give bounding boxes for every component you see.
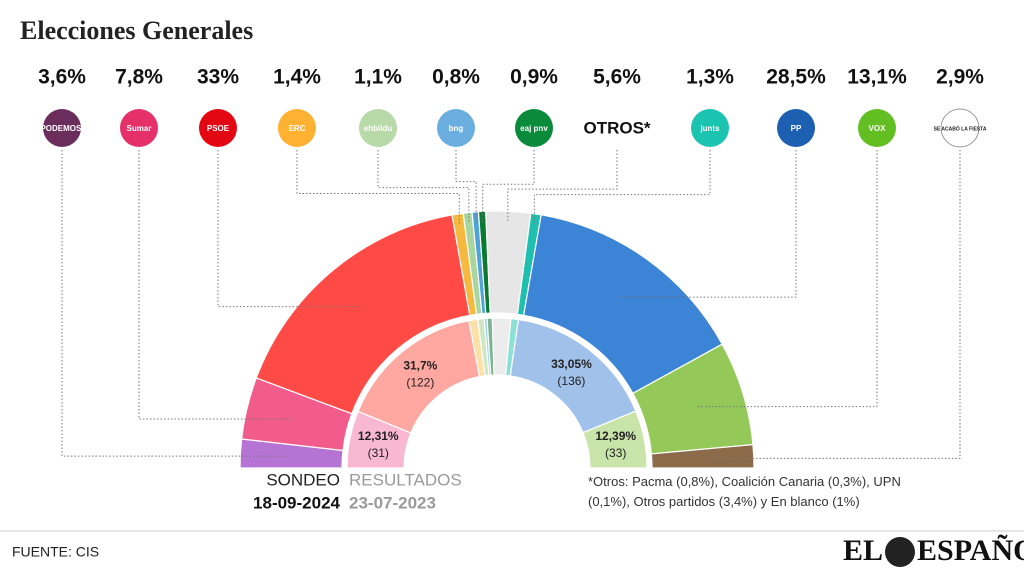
value-label: 33,05%: [551, 357, 592, 371]
party-name: VOX: [869, 124, 887, 133]
party-logo: [940, 108, 980, 148]
value-label: 1,4%: [273, 66, 321, 89]
party-name: ehbildu: [364, 124, 393, 133]
value-label: 7,8%: [115, 66, 163, 89]
footnote: *Otros: Pacma (0,8%), Coalición Canaria …: [588, 474, 901, 509]
party-logo: [437, 109, 475, 147]
party-name: OTROS*: [583, 118, 650, 137]
party-name: junts: [699, 124, 720, 133]
legend-label: RESULTADOS: [349, 470, 462, 489]
legend-label: SONDEO: [266, 470, 340, 489]
party-logo: [43, 109, 81, 147]
leader-line: [138, 150, 293, 420]
party-name: PSOE: [207, 124, 230, 133]
value-label: 31,7%: [403, 359, 437, 373]
party-logo: [278, 109, 316, 147]
party-name: PODEMOS.: [40, 124, 83, 133]
party-logo: [199, 109, 237, 147]
party-logo: [691, 109, 729, 147]
leader-line: [619, 150, 797, 298]
party-name: PP: [791, 124, 802, 133]
value-label: 12,31%: [358, 429, 399, 443]
leader-line: [507, 150, 618, 223]
value-label: 3,6%: [38, 66, 86, 89]
party-logo: [777, 109, 815, 147]
party-logo: [359, 109, 397, 147]
value-label: 12,39%: [595, 429, 636, 443]
value-label: 13,1%: [847, 66, 907, 89]
leader-line: [296, 150, 460, 225]
value-label: 5,6%: [593, 66, 641, 89]
party-name: eaj pnv: [520, 124, 548, 133]
value-label: 33%: [197, 66, 239, 89]
seat-label: (136): [557, 374, 585, 388]
leader-line: [61, 150, 288, 457]
brand: ESPAÑOL: [917, 534, 1024, 567]
legend-date: 18-09-2024: [253, 493, 341, 512]
segment: [582, 410, 648, 469]
party-logo: [858, 109, 896, 147]
seat-label: (31): [368, 446, 389, 460]
segment: [650, 443, 755, 469]
leader-line: [377, 150, 470, 224]
value-label: 1,1%: [354, 66, 402, 89]
seat-label: (122): [406, 376, 434, 390]
legend-date: 23-07-2023: [349, 493, 436, 512]
party-name: SE ACABÓ LA FIESTA: [934, 124, 987, 132]
source: FUENTE: CIS: [12, 544, 99, 560]
value-label: 0,9%: [510, 66, 558, 89]
brand: EL: [843, 534, 883, 567]
party-name: Sumar: [127, 124, 152, 133]
party-name: ERC: [289, 124, 306, 133]
value-label: 28,5%: [766, 66, 826, 89]
chart-title: Elecciones Generales: [20, 16, 253, 45]
party-name: bng: [449, 124, 464, 133]
leader-line: [482, 150, 535, 223]
party-logo: [515, 109, 553, 147]
value-label: 0,8%: [432, 66, 480, 89]
value-label: 2,9%: [936, 66, 984, 89]
leader-line: [697, 150, 878, 408]
leader-line: [706, 150, 961, 459]
value-label: 1,3%: [686, 66, 734, 89]
brand-logo: [885, 537, 915, 567]
party-logo: [120, 109, 158, 147]
leader-line: [217, 150, 363, 308]
leader-line: [533, 150, 711, 225]
seat-label: (33): [605, 446, 626, 460]
